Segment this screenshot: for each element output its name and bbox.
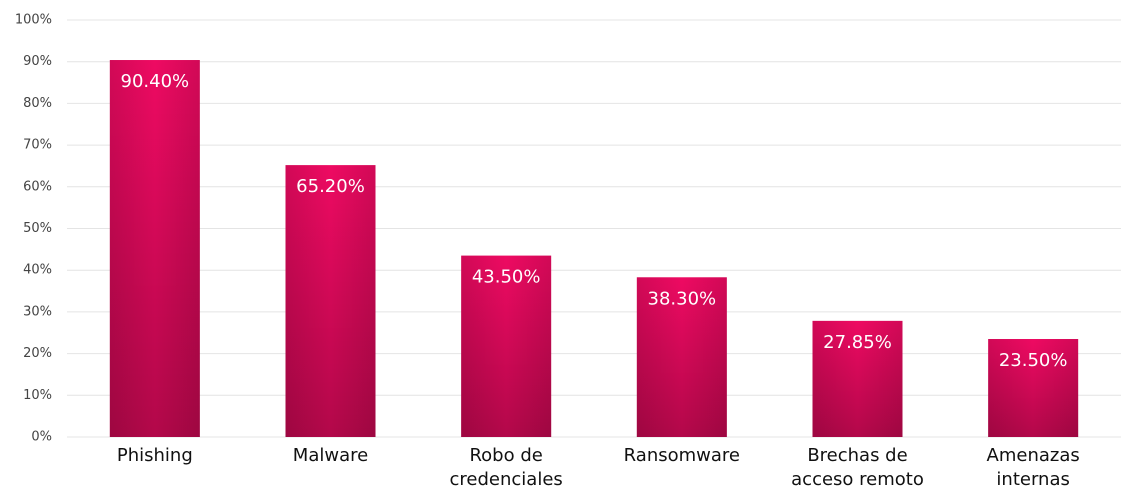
y-tick-label: 50% [23,221,52,236]
bar-side-shade [109,60,200,437]
bar-side-shade [988,339,1079,437]
x-tick-label: Robo de credenciales [449,445,563,490]
y-tick-label: 20% [23,346,52,361]
value-label: 90.40% [121,71,190,92]
bar-side-shade [461,255,552,437]
y-tick-label: 60% [23,179,52,194]
bar-side-shade [285,165,376,437]
x-tick-label: Malware [292,445,369,466]
y-tick-label: 70% [23,138,52,153]
y-tick-label: 90% [23,54,52,69]
value-label: 27.85% [823,332,892,353]
value-label: 38.30% [648,288,717,309]
y-tick-label: 100% [15,13,52,28]
y-tick-label: 80% [23,96,52,111]
value-label: 65.20% [296,176,365,197]
y-tick-label: 40% [23,263,52,278]
value-label: 23.50% [999,350,1068,371]
y-tick-label: 30% [23,304,52,319]
x-tick-label: Amenazas internas [986,445,1080,490]
bar-side-shade [812,320,903,437]
y-tick-label: 10% [23,388,52,403]
bar-side-shade [636,277,727,437]
x-tick-label: Ransomware [623,445,740,466]
value-label: 43.50% [472,267,541,288]
x-tick-label: Phishing [116,445,193,466]
x-tick-label: Brechas de acceso remoto [791,445,924,490]
y-tick-label: 0% [31,430,52,445]
